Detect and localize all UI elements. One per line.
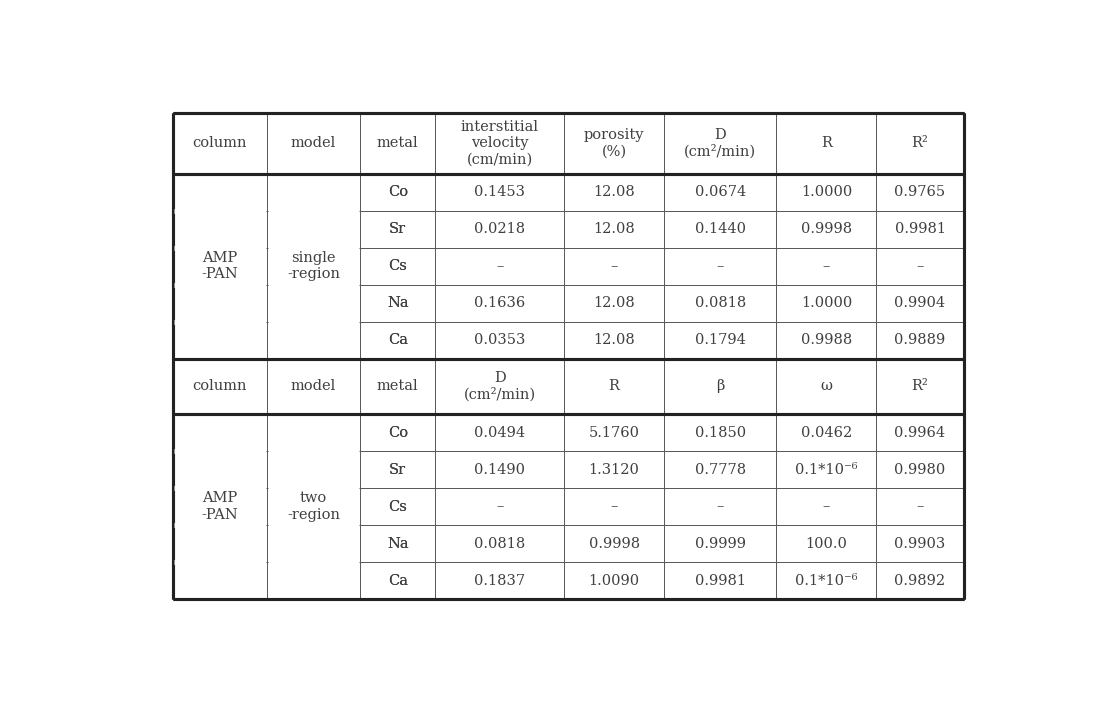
Text: 0.0818: 0.0818 <box>694 296 746 310</box>
Text: –: – <box>610 500 618 513</box>
Text: 0.1794: 0.1794 <box>695 333 745 347</box>
Text: 0.0494: 0.0494 <box>475 425 526 439</box>
Text: Na: Na <box>387 537 408 550</box>
Text: Sr: Sr <box>389 222 406 236</box>
Text: 0.1636: 0.1636 <box>474 296 526 310</box>
Text: Na: Na <box>387 537 408 550</box>
Text: 100.0: 100.0 <box>805 537 847 550</box>
Text: Cs: Cs <box>388 259 407 273</box>
Text: single
-region: single -region <box>287 251 340 281</box>
Text: Cs: Cs <box>388 259 407 273</box>
Text: 0.9981: 0.9981 <box>694 574 745 588</box>
Text: D
(cm²/min): D (cm²/min) <box>464 371 536 402</box>
Text: Sr: Sr <box>389 463 406 476</box>
Text: –: – <box>496 259 503 273</box>
Text: 0.1440: 0.1440 <box>694 222 745 236</box>
Text: 12.08: 12.08 <box>593 222 635 236</box>
Text: 12.08: 12.08 <box>593 333 635 347</box>
Text: AMP
-PAN: AMP -PAN <box>202 251 238 281</box>
Text: 0.9988: 0.9988 <box>801 333 852 347</box>
Text: Co: Co <box>388 425 408 439</box>
Text: Na: Na <box>387 296 408 310</box>
Text: Ca: Ca <box>388 333 408 347</box>
Text: 1.0090: 1.0090 <box>589 574 640 588</box>
Text: Co: Co <box>388 425 408 439</box>
Text: AMP
-PAN: AMP -PAN <box>202 491 238 522</box>
Text: column: column <box>193 136 247 150</box>
Text: metal: metal <box>377 136 418 150</box>
Text: 12.08: 12.08 <box>593 185 635 199</box>
Text: Sr: Sr <box>389 222 406 236</box>
Text: –: – <box>823 259 830 273</box>
Text: 0.1490: 0.1490 <box>475 463 526 476</box>
Text: Cs: Cs <box>388 500 407 513</box>
Text: 1.0000: 1.0000 <box>801 296 852 310</box>
Text: metal: metal <box>377 379 418 393</box>
Text: 0.1453: 0.1453 <box>475 185 526 199</box>
Text: 0.9892: 0.9892 <box>895 574 946 588</box>
Text: Na: Na <box>387 296 408 310</box>
Text: 1.3120: 1.3120 <box>589 463 640 476</box>
Text: 0.1837: 0.1837 <box>475 574 526 588</box>
Text: Ca: Ca <box>388 574 408 588</box>
Text: 12.08: 12.08 <box>593 296 635 310</box>
Text: 0.1*10⁻⁶: 0.1*10⁻⁶ <box>795 574 857 588</box>
Text: Ca: Ca <box>388 333 408 347</box>
Text: –: – <box>716 500 724 513</box>
Text: 0.9981: 0.9981 <box>895 222 946 236</box>
Text: 0.9980: 0.9980 <box>894 463 946 476</box>
Text: –: – <box>610 259 618 273</box>
Text: 0.0462: 0.0462 <box>801 425 852 439</box>
Text: 0.9998: 0.9998 <box>801 222 852 236</box>
Text: 0.9903: 0.9903 <box>894 537 946 550</box>
Text: 0.9904: 0.9904 <box>895 296 946 310</box>
Text: R: R <box>609 379 620 393</box>
Text: 1.0000: 1.0000 <box>801 185 852 199</box>
Text: 0.9964: 0.9964 <box>895 425 946 439</box>
Text: 5.1760: 5.1760 <box>589 425 640 439</box>
Text: –: – <box>916 259 924 273</box>
Text: –: – <box>496 500 503 513</box>
Text: Sr: Sr <box>389 463 406 476</box>
Text: R²: R² <box>912 136 928 150</box>
Text: –: – <box>716 259 724 273</box>
Text: D
(cm²/min): D (cm²/min) <box>684 128 756 158</box>
Text: column: column <box>193 379 247 393</box>
Text: 0.9999: 0.9999 <box>694 537 745 550</box>
Text: 0.7778: 0.7778 <box>694 463 746 476</box>
Text: interstitial
velocity
(cm/min): interstitial velocity (cm/min) <box>460 120 539 166</box>
Text: 0.0218: 0.0218 <box>475 222 526 236</box>
Text: Cs: Cs <box>388 500 407 513</box>
Text: 0.0353: 0.0353 <box>474 333 526 347</box>
Text: Ca: Ca <box>388 574 408 588</box>
Text: β: β <box>716 379 724 393</box>
Text: R²: R² <box>912 379 928 393</box>
Text: model: model <box>291 136 336 150</box>
Text: Co: Co <box>388 185 408 199</box>
Text: model: model <box>291 379 336 393</box>
Text: Co: Co <box>388 185 408 199</box>
Text: ω: ω <box>821 379 833 393</box>
Text: 0.1850: 0.1850 <box>694 425 746 439</box>
Text: –: – <box>916 500 924 513</box>
Text: 0.1*10⁻⁶: 0.1*10⁻⁶ <box>795 463 857 476</box>
Text: 0.9889: 0.9889 <box>894 333 946 347</box>
Text: 0.0818: 0.0818 <box>474 537 526 550</box>
Text: two
-region: two -region <box>287 491 340 522</box>
Text: –: – <box>823 500 830 513</box>
Text: porosity
(%): porosity (%) <box>584 128 644 158</box>
Text: 0.9765: 0.9765 <box>895 185 946 199</box>
Text: 0.9998: 0.9998 <box>589 537 640 550</box>
Text: R: R <box>821 136 832 150</box>
Text: 0.0674: 0.0674 <box>694 185 746 199</box>
